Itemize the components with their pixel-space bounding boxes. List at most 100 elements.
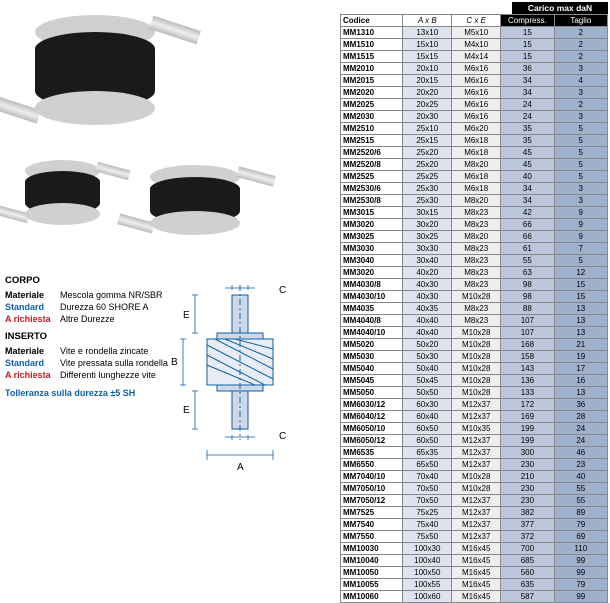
cell: 20x15 — [403, 75, 452, 87]
cell: M8x23 — [452, 219, 501, 231]
cell: M8x23 — [452, 303, 501, 315]
cell: M16x45 — [452, 567, 501, 579]
cell: M8x20 — [452, 159, 501, 171]
table-row: MM505050x50M10x2813313 — [341, 387, 608, 399]
cell: 98 — [501, 291, 554, 303]
cell: 382 — [501, 507, 554, 519]
cell: 372 — [501, 531, 554, 543]
cell: 158 — [501, 351, 554, 363]
cell: 60x40 — [403, 411, 452, 423]
cell: 66 — [501, 231, 554, 243]
cell: 3 — [554, 87, 607, 99]
cell: 25x15 — [403, 135, 452, 147]
cell: M6x20 — [452, 123, 501, 135]
cell: M12x37 — [452, 495, 501, 507]
cell: M10x28 — [452, 471, 501, 483]
col-codice: Codice — [341, 15, 403, 27]
cell: 40x20 — [403, 267, 452, 279]
spec-label: A richiesta — [5, 313, 60, 325]
cell: 12 — [554, 267, 607, 279]
cell: 199 — [501, 423, 554, 435]
cell: 28 — [554, 411, 607, 423]
cell: 635 — [501, 579, 554, 591]
cell: 30x15 — [403, 207, 452, 219]
cell: 70x40 — [403, 471, 452, 483]
table-row: MM301530x15M8x23429 — [341, 207, 608, 219]
cell: M8x23 — [452, 255, 501, 267]
table-row: MM201020x10M6x16363 — [341, 63, 608, 75]
cell: 230 — [501, 495, 554, 507]
cell: 3 — [554, 111, 607, 123]
cell: M12x37 — [452, 411, 501, 423]
cell: 25x30 — [403, 195, 452, 207]
cell: 20x10 — [403, 63, 452, 75]
cell: 210 — [501, 471, 554, 483]
cell: 377 — [501, 519, 554, 531]
cell: MM3025 — [341, 231, 403, 243]
cell: MM2030 — [341, 111, 403, 123]
cell: MM2530/6 — [341, 183, 403, 195]
cell: 172 — [501, 399, 554, 411]
cell: M6x18 — [452, 135, 501, 147]
cell: M8x23 — [452, 267, 501, 279]
cell: MM4040/8 — [341, 315, 403, 327]
table-row: MM752575x25M12x3738289 — [341, 507, 608, 519]
cell: M10x28 — [452, 327, 501, 339]
cell: 100x30 — [403, 543, 452, 555]
cell: 2 — [554, 99, 607, 111]
cell: 9 — [554, 219, 607, 231]
cell: 21 — [554, 339, 607, 351]
dim-c: C — [279, 285, 286, 296]
cell: 15 — [554, 291, 607, 303]
table-row: MM4030/840x30M8x239815 — [341, 279, 608, 291]
cell: 50x20 — [403, 339, 452, 351]
cell: 2 — [554, 51, 607, 63]
cell: 100x50 — [403, 567, 452, 579]
table-row: MM4040/1040x40M10x2810713 — [341, 327, 608, 339]
cell: 5 — [554, 147, 607, 159]
cell: MM5020 — [341, 339, 403, 351]
cell: MM5030 — [341, 351, 403, 363]
cell: 40x35 — [403, 303, 452, 315]
cell: MM2520/8 — [341, 159, 403, 171]
table-row: MM252525x25M6x18405 — [341, 171, 608, 183]
cell: 685 — [501, 555, 554, 567]
cell: MM6550 — [341, 459, 403, 471]
cell: 50x50 — [403, 387, 452, 399]
cell: 55 — [554, 495, 607, 507]
dim-e-top: E — [183, 310, 190, 321]
spec-value: Durezza 60 SHORE A — [60, 301, 149, 313]
cell: MM1510 — [341, 39, 403, 51]
cell: 9 — [554, 231, 607, 243]
cell: MM7040/10 — [341, 471, 403, 483]
cell: M12x37 — [452, 399, 501, 411]
cell: 23 — [554, 459, 607, 471]
table-row: MM251025x10M6x20355 — [341, 123, 608, 135]
cell: 30x20 — [403, 219, 452, 231]
table-row: MM2530/825x30M8x20343 — [341, 195, 608, 207]
cell: 25x25 — [403, 171, 452, 183]
table-row: MM655065x50M12x3723023 — [341, 459, 608, 471]
cell: M10x28 — [452, 291, 501, 303]
cell: 70x50 — [403, 483, 452, 495]
cell: MM10040 — [341, 555, 403, 567]
cell: MM1515 — [341, 51, 403, 63]
cell: 5 — [554, 255, 607, 267]
cell: M5x10 — [452, 27, 501, 39]
cell: MM10050 — [341, 567, 403, 579]
cell: M16x45 — [452, 555, 501, 567]
cell: M10x28 — [452, 351, 501, 363]
table-row: MM151515x15M4x14152 — [341, 51, 608, 63]
spec-value: Altre Durezze — [60, 313, 115, 325]
cell: 50x45 — [403, 375, 452, 387]
cell: MM7525 — [341, 507, 403, 519]
mount-large — [35, 15, 155, 125]
cell: M12x37 — [452, 531, 501, 543]
cell: 75x40 — [403, 519, 452, 531]
cell: 40x30 — [403, 291, 452, 303]
cell: MM6050/12 — [341, 435, 403, 447]
cell: MM3030 — [341, 243, 403, 255]
table-row: MM754075x40M12x3737779 — [341, 519, 608, 531]
table-row: MM251525x15M6x18355 — [341, 135, 608, 147]
cell: 136 — [501, 375, 554, 387]
